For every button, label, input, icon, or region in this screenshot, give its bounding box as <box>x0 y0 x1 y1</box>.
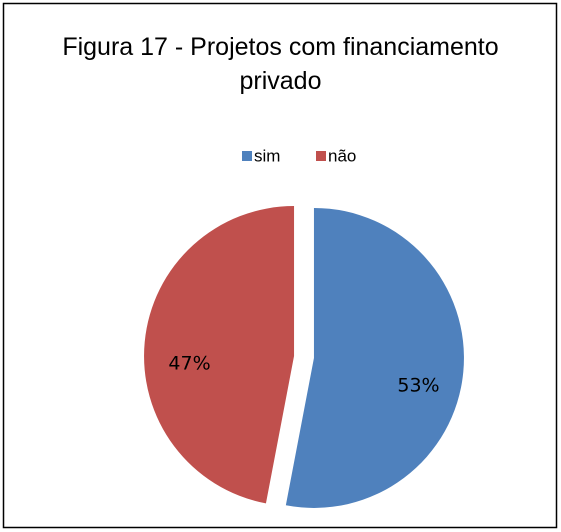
chart-title: Figura 17 - Projetos com financiamento p… <box>62 33 499 95</box>
data-label: 53% <box>397 374 439 396</box>
legend-swatch <box>242 151 252 161</box>
pie-slice <box>285 207 464 508</box>
legend-label: sim <box>254 146 280 165</box>
data-label: 47% <box>168 353 210 375</box>
legend-swatch <box>316 151 326 161</box>
pie-slice <box>144 206 295 504</box>
legend-label: não <box>328 146 356 165</box>
